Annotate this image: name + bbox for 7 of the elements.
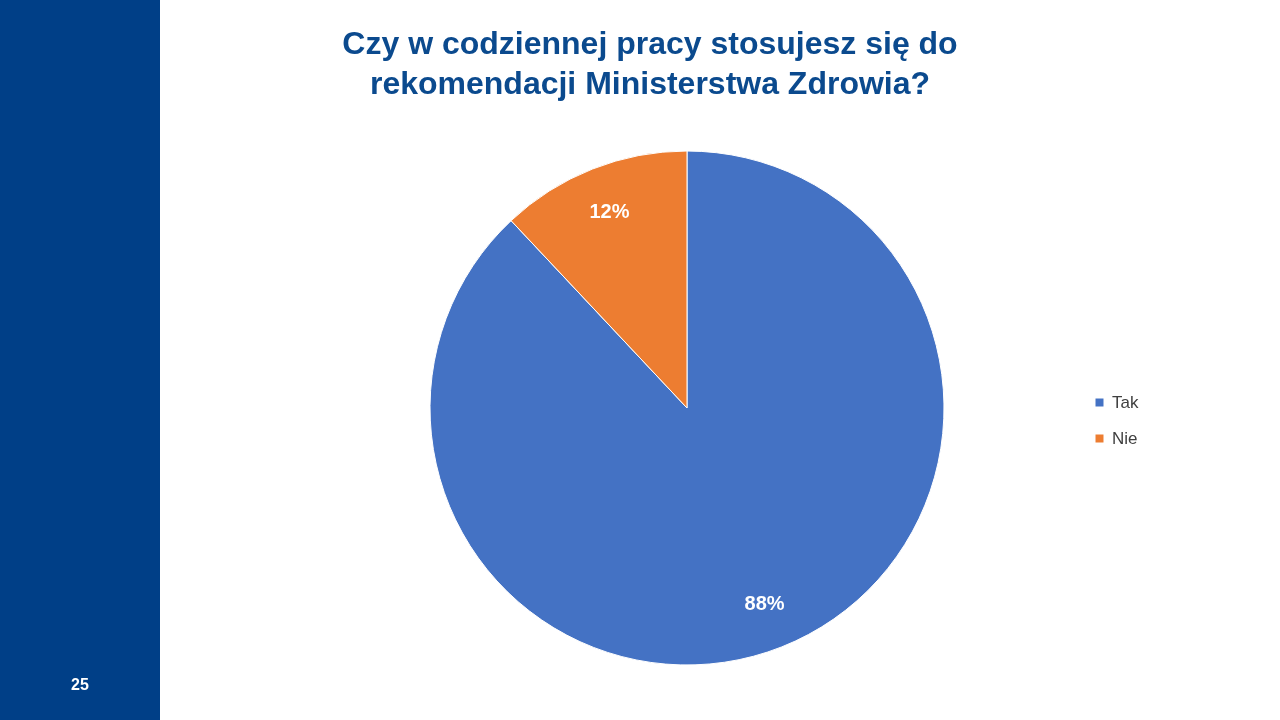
data-label: 88%: [744, 591, 785, 614]
text: 25: [70, 676, 90, 694]
chart-title: Czy w codziennej pracy stosujesz się do rekomendacji Ministerstwa Zdrowia?: [342, 25, 958, 101]
pie-slice: [429, 150, 945, 666]
legend-label: Tak: [1112, 392, 1139, 412]
data-label: 12%: [589, 200, 630, 223]
legend-label: Nie: [1112, 428, 1138, 448]
